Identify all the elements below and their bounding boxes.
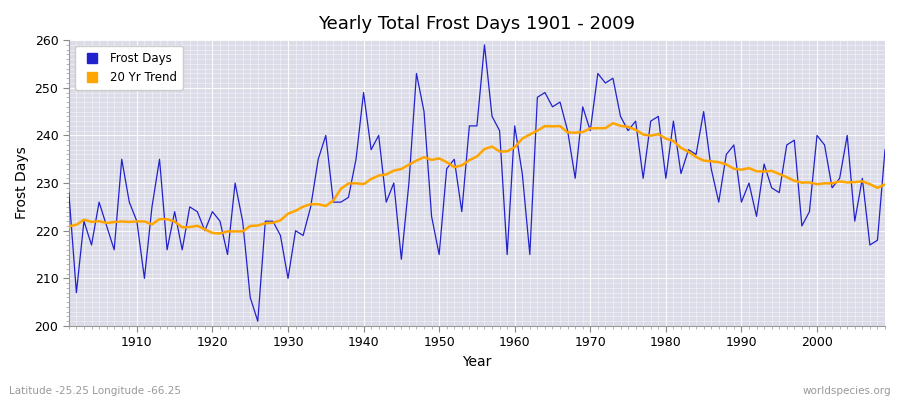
Text: Latitude -25.25 Longitude -66.25: Latitude -25.25 Longitude -66.25 [9, 386, 181, 396]
Text: worldspecies.org: worldspecies.org [803, 386, 891, 396]
Y-axis label: Frost Days: Frost Days [15, 147, 29, 220]
Legend: Frost Days, 20 Yr Trend: Frost Days, 20 Yr Trend [75, 46, 183, 90]
X-axis label: Year: Year [463, 355, 491, 369]
Title: Yearly Total Frost Days 1901 - 2009: Yearly Total Frost Days 1901 - 2009 [319, 15, 635, 33]
